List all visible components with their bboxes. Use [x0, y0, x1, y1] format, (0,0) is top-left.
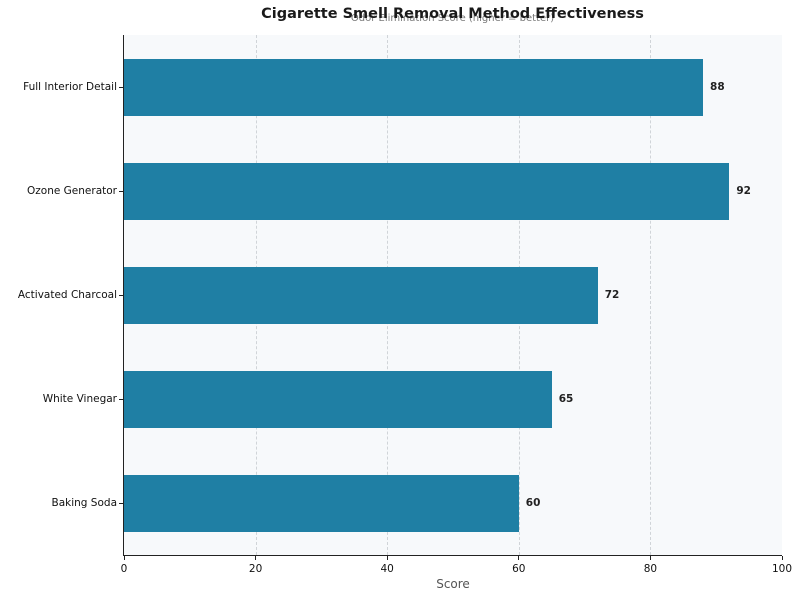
bar [124, 266, 598, 324]
y-tick-mark [119, 87, 123, 88]
y-tick-label: Full Interior Detail [23, 81, 117, 93]
y-tick-mark [119, 191, 123, 192]
bar-value-label: 60 [525, 497, 541, 509]
y-tick-label: Baking Soda [51, 497, 117, 509]
x-tick-mark [123, 556, 125, 560]
bar [124, 58, 704, 116]
gridline [650, 35, 652, 555]
plot-area: 88 92 72 65 60 [124, 35, 782, 555]
bar-value-label: 65 [558, 393, 574, 405]
y-tick-label: White Vinegar [42, 393, 117, 405]
x-tick-mark [386, 556, 388, 560]
x-tick-label: 40 [380, 563, 394, 575]
y-tick-label: Ozone Generator [27, 185, 117, 197]
chart-title: Cigarette Smell Removal Method Effective… [261, 6, 644, 22]
x-tick-mark [255, 556, 257, 560]
bar-value-label: 88 [710, 81, 725, 93]
x-tick-mark [518, 556, 520, 560]
x-tick-label: 0 [120, 563, 128, 575]
x-tick-label: 100 [771, 563, 793, 575]
x-axis-title: Score [436, 577, 470, 591]
bar [124, 474, 519, 532]
x-tick-label: 80 [643, 563, 658, 575]
y-tick-mark [119, 503, 123, 504]
y-tick-mark [119, 295, 123, 296]
chart-subtitle: Odor Elimination Score (higher = better) [350, 13, 555, 24]
y-axis-line [123, 35, 125, 556]
bar [124, 162, 730, 220]
y-tick-label: Activated Charcoal [17, 289, 117, 301]
x-tick-label: 20 [248, 563, 263, 575]
bar-value-label: 72 [604, 289, 620, 301]
y-tick-mark [119, 399, 123, 400]
x-tick-label: 60 [512, 563, 526, 575]
x-tick-mark [781, 556, 783, 560]
bar [124, 370, 552, 428]
x-axis-line [123, 555, 782, 557]
x-tick-mark [649, 556, 651, 560]
bar-value-label: 92 [736, 185, 751, 197]
